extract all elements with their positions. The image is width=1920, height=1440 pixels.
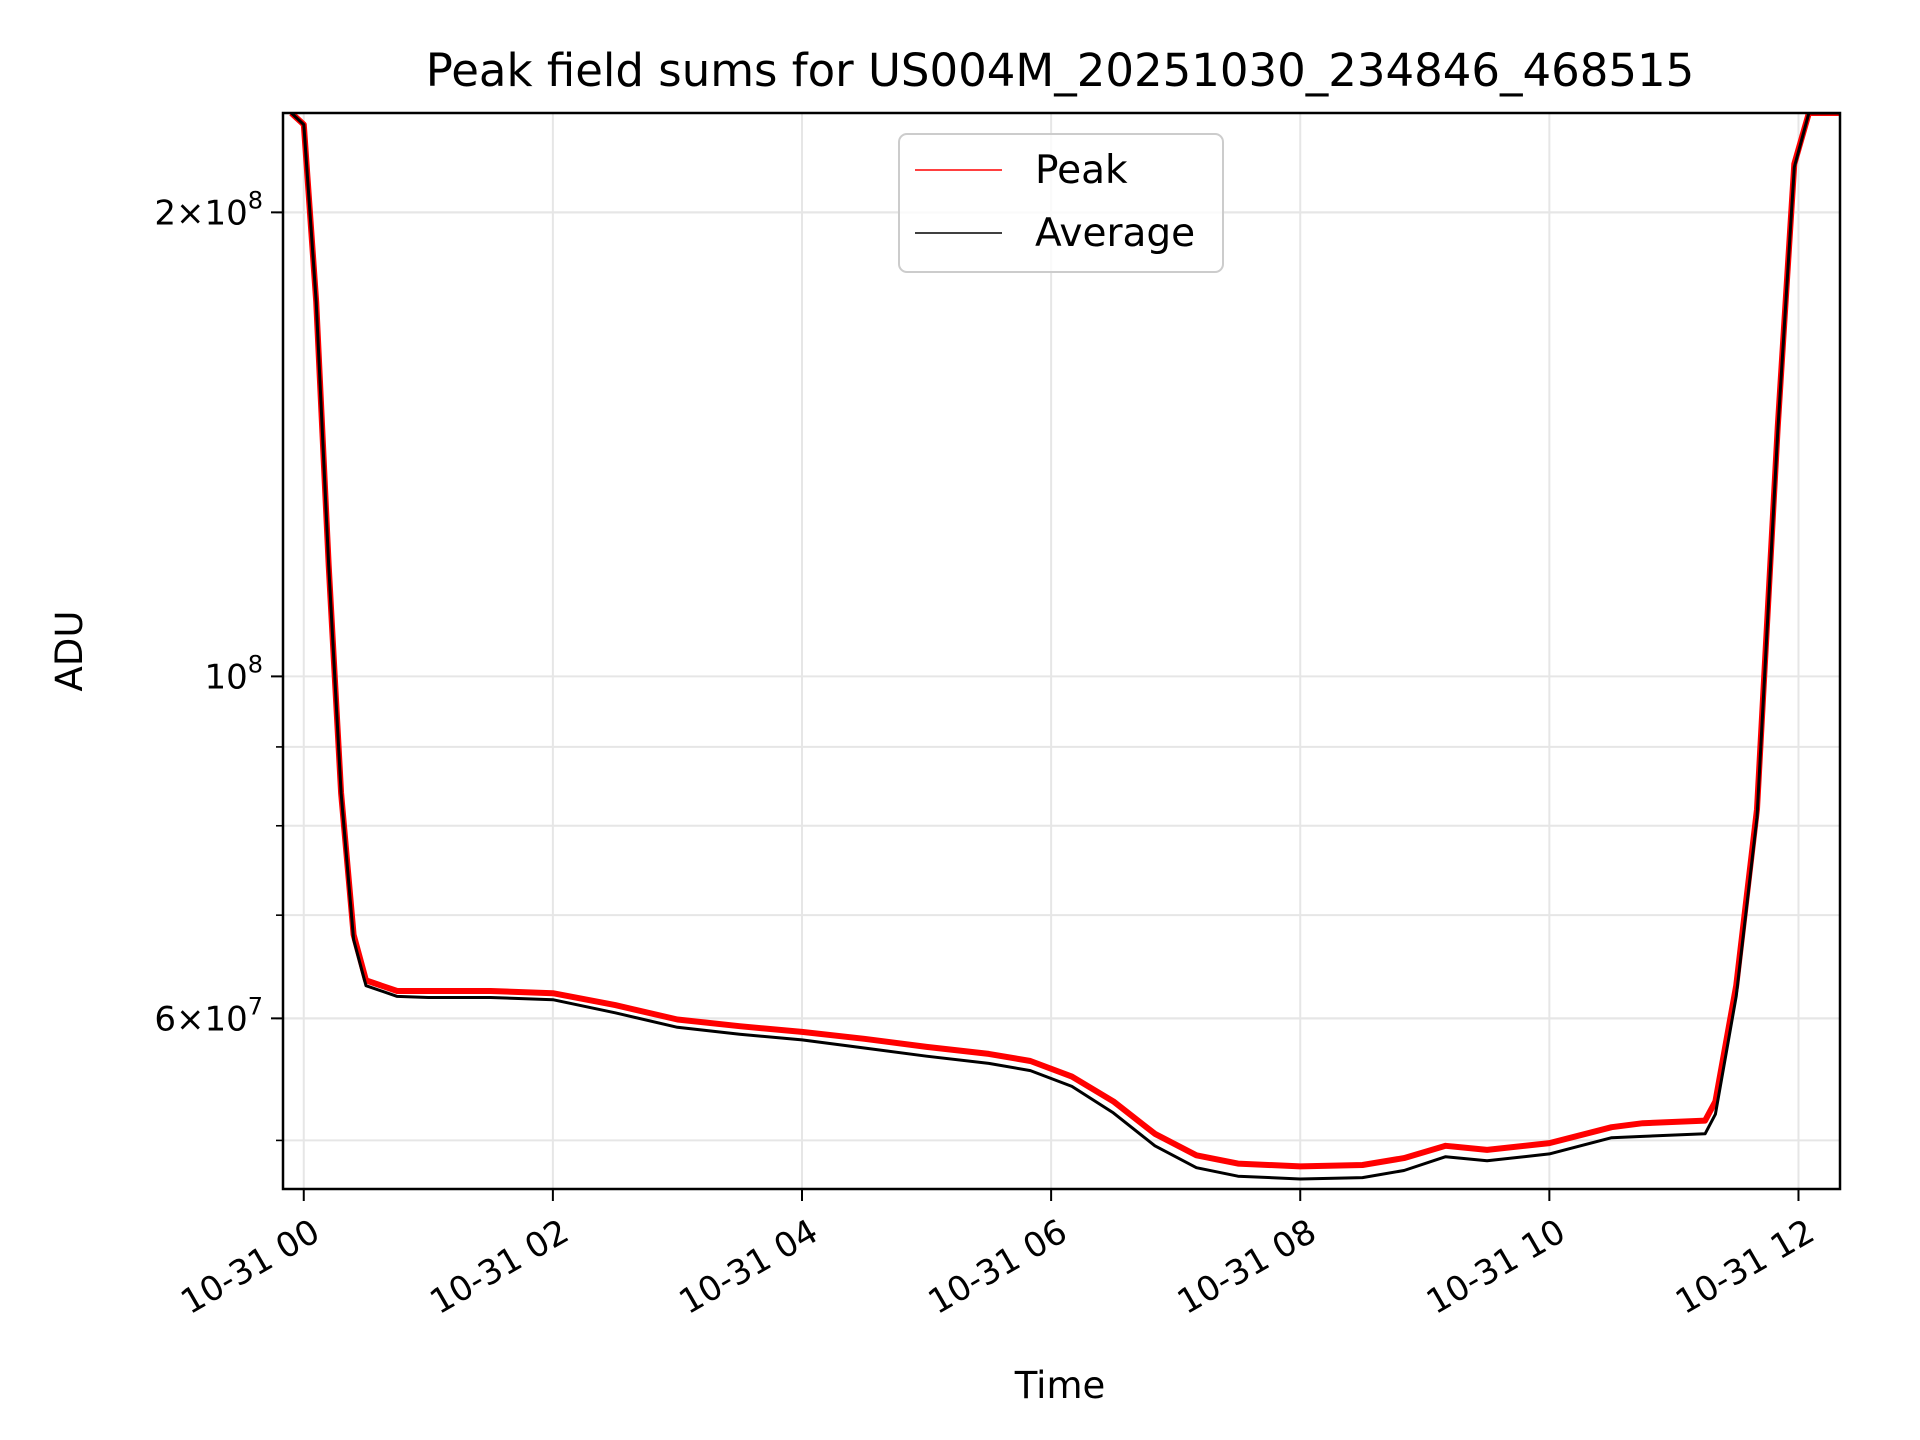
y-tick-label: 2×108: [154, 186, 263, 233]
x-axis-label: Time: [1014, 1364, 1106, 1407]
legend: Peak Average: [898, 133, 1224, 273]
legend-box: [898, 133, 1224, 273]
series-line-average: [290, 113, 1840, 1181]
plot-frame: [281, 111, 1842, 1191]
chart-title: Peak field sums for US004M_20251030_2348…: [426, 44, 1695, 97]
y-tick-label: 108: [204, 650, 263, 697]
legend-label-peak: Peak: [1035, 148, 1128, 193]
legend-label-average: Average: [1035, 211, 1195, 256]
series-layer: [289, 113, 1840, 1181]
y-axis-label: ADU: [48, 611, 91, 692]
y-tick-label: 6×107: [154, 992, 263, 1039]
series-line-peak: [289, 113, 1840, 1170]
